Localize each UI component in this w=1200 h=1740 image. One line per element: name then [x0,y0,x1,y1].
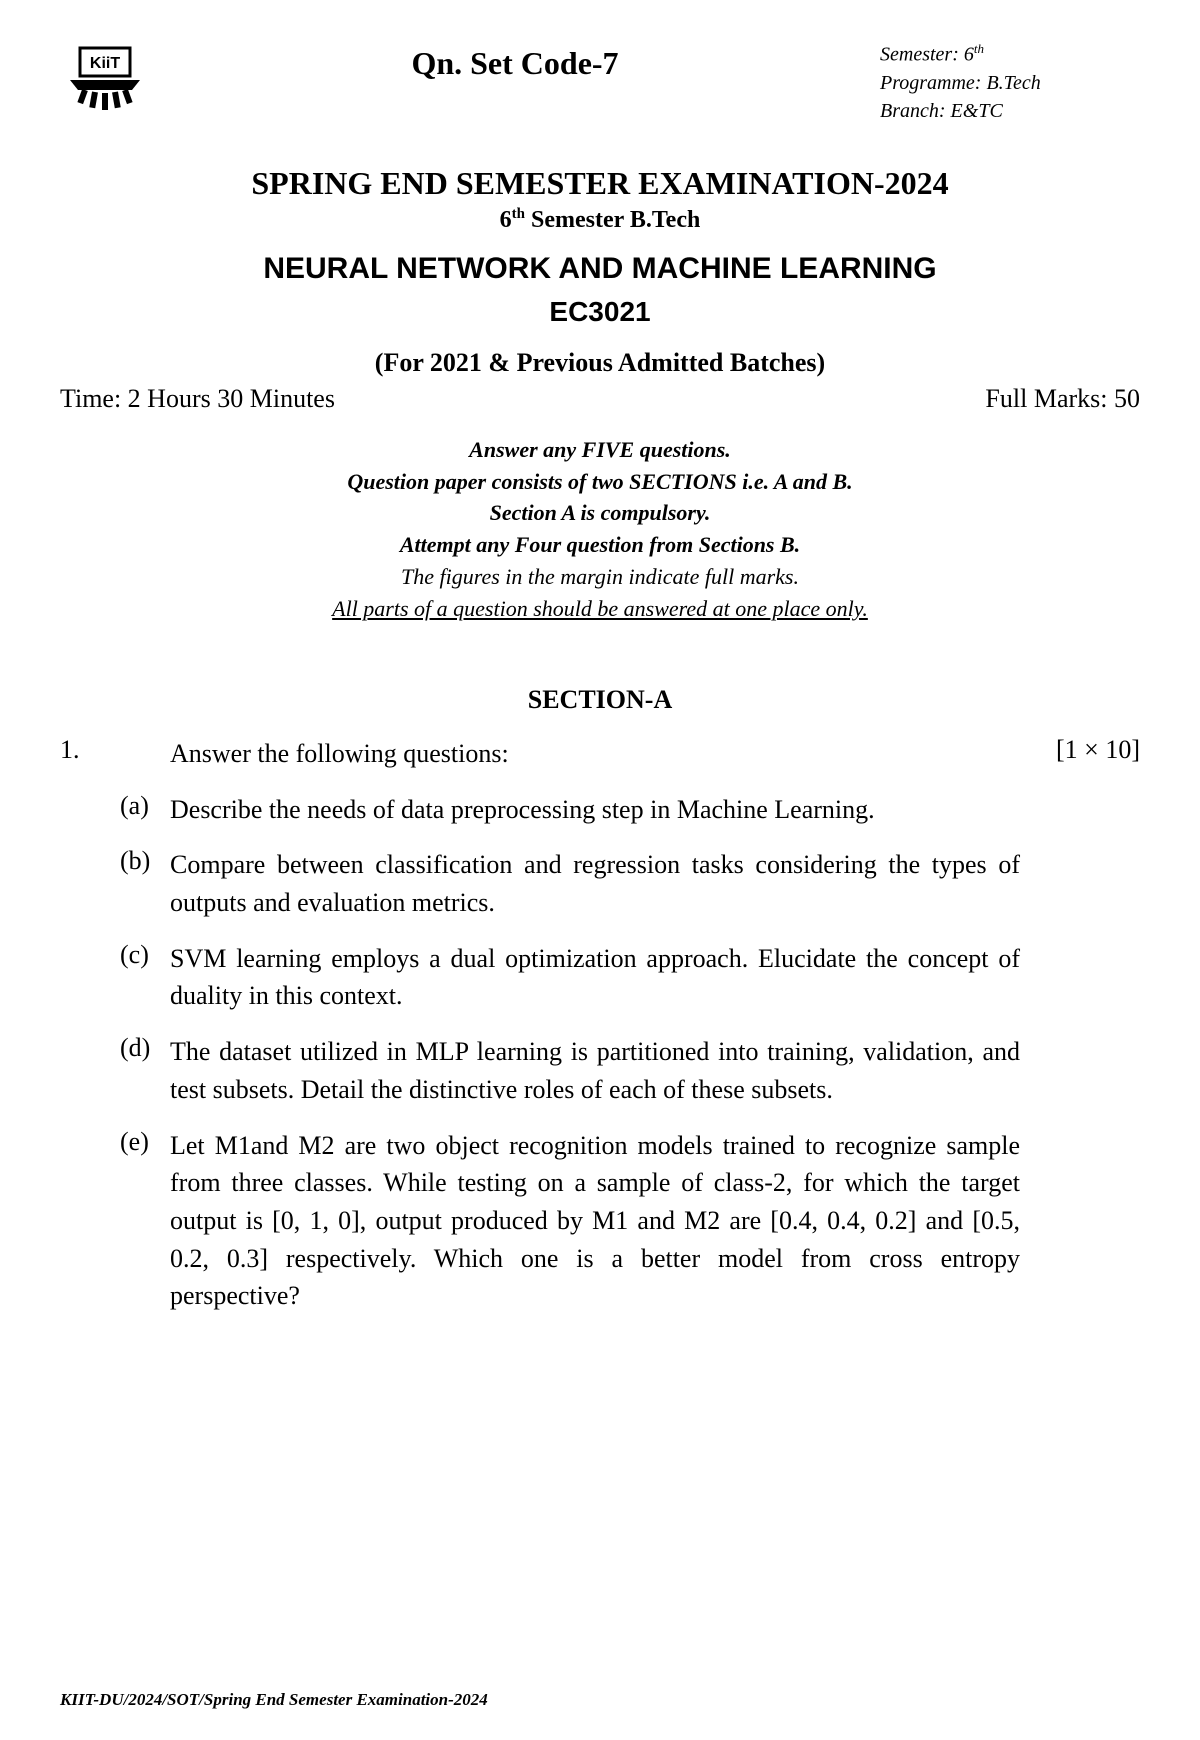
sub-label: (b) [110,846,170,876]
semester-value: 6 [964,44,974,66]
sub-label: (d) [110,1033,170,1063]
branch-line: Branch: E&TC [880,97,1140,125]
instruction-line-2: Question paper consists of two SECTIONS … [60,466,1140,498]
exam-meta-info: Semester: 6th Programme: B.Tech Branch: … [880,40,1140,125]
section-a-heading: SECTION-A [60,685,1140,715]
batch-line: (For 2021 & Previous Admitted Batches) [60,348,1140,378]
question-set-code: Qn. Set Code-7 [150,45,880,82]
sub-text: The dataset utilized in MLP learning is … [170,1033,1140,1108]
sub-question-d: (d) The dataset utilized in MLP learning… [60,1033,1140,1108]
time-marks-row: Time: 2 Hours 30 Minutes Full Marks: 50 [60,384,1140,414]
sub-text: SVM learning employs a dual optimization… [170,940,1140,1015]
programme-label: Programme: [880,72,981,94]
exam-time: Time: 2 Hours 30 Minutes [60,384,335,414]
question-stem: Answer the following questions: [170,735,1030,773]
question-number: 1. [60,735,110,765]
institution-logo: KiiT [60,40,150,120]
instruction-line-4: Attempt any Four question from Sections … [60,529,1140,561]
instruction-line-6: All parts of a question should be answer… [60,593,1140,625]
semester-suffix: th [974,41,984,56]
instruction-line-1: Answer any FIVE questions. [60,434,1140,466]
sub-question-b: (b) Compare between classification and r… [60,846,1140,921]
course-title: NEURAL NETWORK AND MACHINE LEARNING [60,252,1140,286]
course-code: EC3021 [60,296,1140,328]
instructions-block: Answer any FIVE questions. Question pape… [60,434,1140,625]
full-marks: Full Marks: 50 [985,384,1140,414]
programme-value: B.Tech [986,72,1040,94]
instruction-line-3: Section A is compulsory. [60,497,1140,529]
header-row: KiiT Qn. Set Code-7 Semester: 6th Progra… [60,40,1140,125]
semester-label: Semester: [880,44,959,66]
semester-subtitle: 6th Semester B.Tech [60,206,1140,234]
branch-value: E&TC [951,100,1003,122]
sub-text: Describe the needs of data preprocessing… [170,791,1140,829]
question-1-row: 1. Answer the following questions: [1 × … [60,735,1140,773]
sub-question-e: (e) Let M1and M2 are two object recognit… [60,1127,1140,1315]
sub-text: Let M1and M2 are two object recognition … [170,1127,1140,1315]
semester-line: Semester: 6th [880,40,1140,69]
branch-label: Branch: [880,100,946,122]
page-footer: KIIT-DU/2024/SOT/Spring End Semester Exa… [60,1690,488,1710]
sub-text: Compare between classification and regre… [170,846,1140,921]
instruction-line-5: The figures in the margin indicate full … [60,561,1140,593]
sub-label: (e) [110,1127,170,1157]
sem-suffix-title: th [512,206,525,222]
exam-title: SPRING END SEMESTER EXAMINATION-2024 [60,165,1140,202]
sem-prefix: 6 [500,207,512,233]
sub-question-a: (a) Describe the needs of data preproces… [60,791,1140,829]
svg-text:KiiT: KiiT [90,55,120,72]
sub-question-c: (c) SVM learning employs a dual optimiza… [60,940,1140,1015]
sem-rest: Semester B.Tech [525,207,700,233]
programme-line: Programme: B.Tech [880,69,1140,97]
sub-label: (c) [110,940,170,970]
sub-label: (a) [110,791,170,821]
question-marks: [1 × 10] [1030,735,1140,765]
